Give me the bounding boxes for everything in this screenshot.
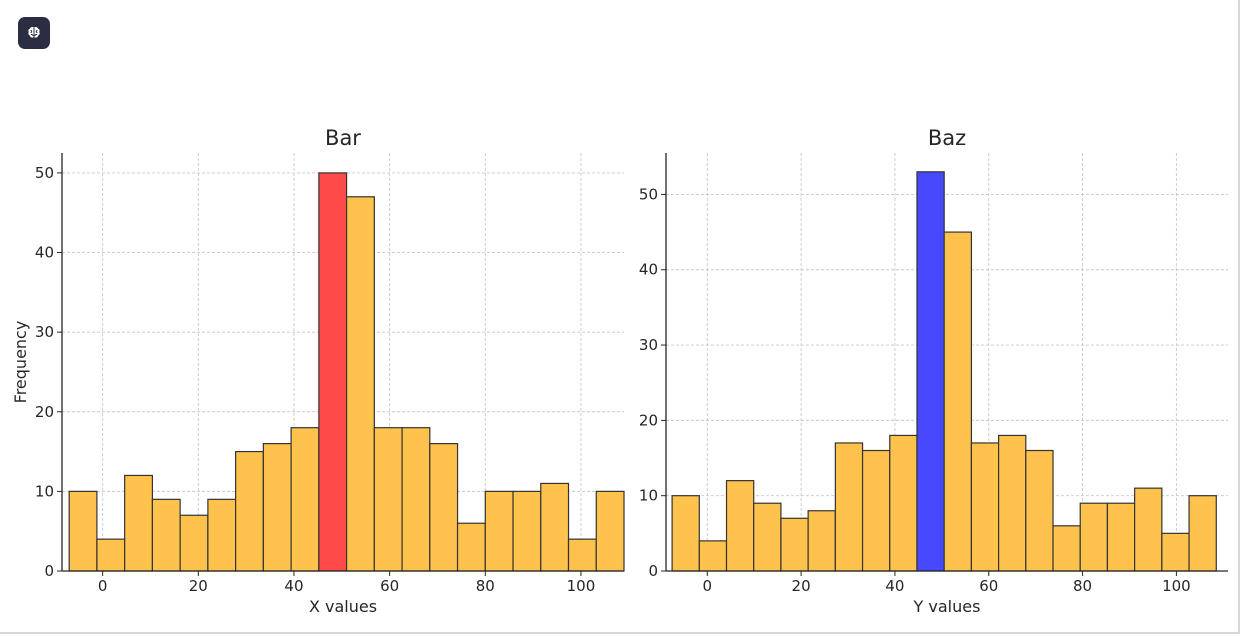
chart-baz-bar-16 [1106,502,1136,572]
chart-bar-y-tick-label: 10 [35,482,54,500]
chart-bar-x-tick-label: 100 [567,577,596,595]
chart-baz-y-tick-label: 50 [639,185,658,203]
chart-baz-bar-8 [889,434,918,572]
chart-bar-bar-14 [456,522,486,572]
chart-baz-bar-12 [998,434,1027,572]
chart-bar-bar-12 [401,427,431,572]
chart-bar-bars [68,172,625,572]
chart-bar-y-axis-label: Frequency [11,321,30,404]
chart-baz-x-tick-label: 60 [979,577,998,595]
chart-bar-x-tick-label: 40 [284,577,303,595]
chart-baz-bar-3 [753,502,782,572]
chart-baz-bar-9 [916,171,945,572]
chart-bar-bar-5 [207,498,237,572]
chart-bar-bar-10 [345,196,375,572]
chart-bar-x-tick-label: 80 [476,577,495,595]
chart-baz-x-tick-label: 40 [885,577,904,595]
chart-baz-x-axis-label: Y values [913,597,981,616]
chart-baz-bar-5 [807,510,836,572]
chart-baz-title: Baz [928,126,966,150]
chart-baz-bar-19 [1188,495,1217,572]
chart-bar-y-tick-label: 20 [35,403,54,421]
chart-bar-bar-3 [151,498,181,572]
chart-bar-bar-11 [373,427,403,572]
chart-baz-bar-13 [1025,449,1054,572]
chart-baz-bar-1 [698,540,728,572]
chart-baz-bar-10 [943,231,972,572]
chart-bar-bar-16 [512,490,542,572]
chart-baz-ticks: 0 20 40 60 80 100 0 10 20 30 40 50 [639,185,1191,595]
chart-baz-y-tick-label: 30 [639,336,658,354]
chart-baz-y-tick-label: 20 [639,411,658,429]
chart-bar-bar-17 [540,482,570,572]
chart-baz-bar-6 [834,442,864,572]
chart-baz-y-tick-label: 0 [648,562,658,580]
chart-bar-y-tick-label: 30 [35,323,54,341]
chart-bar-bar-8 [290,427,320,572]
chart-bar-bar-1 [96,538,126,572]
chart-bar-x-tick-label: 0 [98,577,108,595]
chart-baz-x-tick-label: 20 [792,577,811,595]
chart-bar-bar-9 [318,172,348,572]
chart-baz-bar-7 [861,449,891,572]
chart-bar-bar-2 [124,474,153,572]
chart-baz-axes [665,153,1228,572]
chart-bar-x-tick-label: 60 [380,577,399,595]
chart-baz-y-tick-label: 40 [639,261,658,279]
chart-baz-bar-0 [671,495,700,572]
chart-bar-bar-18 [567,538,597,572]
chart-bar-ticks: 0 20 40 60 80 100 0 10 20 30 40 50 [35,164,595,595]
chart-baz-x-tick-label: 80 [1073,577,1092,595]
chart-bar-bar-19 [595,490,625,572]
chart-baz-y-tick-label: 10 [639,487,658,505]
brain-icon [28,26,40,38]
chart-baz-bar-11 [970,442,1000,572]
chart-bar-x-axis-label: X values [309,597,377,616]
chart-bar-title: Bar [325,126,361,150]
chart-baz-x-tick-label: 100 [1162,577,1191,595]
chart-baz-bar-18 [1161,532,1190,572]
chart-bar-bar-15 [484,490,514,572]
chart-bar-bar-0 [68,490,98,572]
chart-bar-x-tick-label: 20 [189,577,208,595]
chart-bar-y-tick-label: 40 [35,244,54,262]
chart-baz-bar-4 [780,517,809,572]
app-badge[interactable] [18,17,50,49]
chart-baz: 0 20 40 60 80 100 0 10 20 30 40 50 Baz Y values [639,126,1228,616]
chart-bar-bar-7 [262,443,292,572]
chart-bar-bar-13 [429,443,459,572]
chart-bar: 0 20 40 60 80 100 0 10 20 30 40 50 Bar X values Fre… [11,126,625,616]
chart-baz-bar-14 [1052,525,1081,572]
chart-bar-axes [61,153,624,572]
chart-bar-bar-4 [179,514,209,572]
chart-baz-bar-2 [725,480,755,572]
chart-baz-bar-15 [1079,502,1109,572]
chart-bar-y-tick-label: 0 [44,562,54,580]
chart-bar-y-tick-label: 50 [35,164,54,182]
chart-baz-x-tick-label: 0 [703,577,713,595]
chart-bar-bar-6 [235,450,264,572]
chart-baz-bars [671,171,1217,572]
chart-baz-bar-17 [1134,487,1163,572]
